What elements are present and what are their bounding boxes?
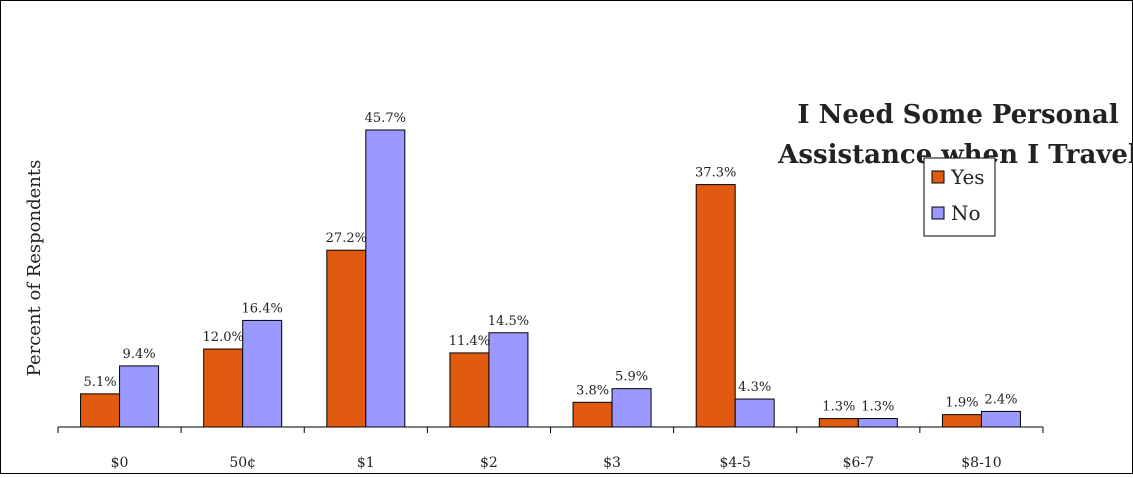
data-label-no-0: 9.4% <box>123 347 156 362</box>
data-label-no-4: 5.9% <box>615 370 648 385</box>
data-label-yes-5: 37.3% <box>695 166 736 181</box>
data-label-no-7: 2.4% <box>984 392 1017 407</box>
data-label-yes-3: 11.4% <box>449 334 490 349</box>
data-label-no-1: 16.4% <box>242 301 283 316</box>
x-tick-label-4: $3 <box>603 455 621 471</box>
legend: Yes No <box>923 157 996 237</box>
data-label-yes-1: 12.0% <box>203 330 244 345</box>
data-label-no-5: 4.3% <box>738 380 771 395</box>
bar-no-6 <box>857 418 898 428</box>
x-tick-label-2: $1 <box>357 455 375 471</box>
chart-title-line1: I Need Some Personal <box>797 100 1118 130</box>
legend-label-yes: Yes <box>950 165 985 189</box>
bar-no-7 <box>980 410 1021 428</box>
x-tick-label-7: $8-10 <box>961 455 1001 471</box>
bar-no-5 <box>734 398 775 428</box>
y-axis-label: Percent of Respondents <box>24 160 45 377</box>
bar-yes-0 <box>80 393 121 428</box>
x-axis: $0 50¢ $1 $2 $3 $4-5 $6-7 $8-10 <box>57 426 1044 471</box>
data-label-no-3: 14.5% <box>488 314 529 329</box>
data-label-yes-6: 1.3% <box>822 400 855 415</box>
bar-yes-7 <box>941 414 982 428</box>
x-tick-label-6: $6-7 <box>843 455 874 471</box>
bar-yes-3 <box>449 352 490 428</box>
x-tick-label-1: 50¢ <box>229 455 256 471</box>
data-label-yes-7: 1.9% <box>945 396 978 411</box>
bar-yes-2 <box>326 249 367 428</box>
bar-no-3 <box>488 332 529 428</box>
legend-swatch-no <box>931 206 945 220</box>
data-label-yes-2: 27.2% <box>326 231 367 246</box>
x-tick-label-5: $4-5 <box>719 455 750 471</box>
bar-no-2 <box>365 129 406 428</box>
data-label-no-6: 1.3% <box>861 400 894 415</box>
data-label-yes-0: 5.1% <box>84 375 117 390</box>
data-label-yes-4: 3.8% <box>576 383 609 398</box>
legend-swatch-yes <box>931 170 945 184</box>
bar-no-0 <box>119 365 160 428</box>
bar-yes-6 <box>818 418 859 428</box>
legend-label-no: No <box>951 201 981 225</box>
bar-yes-5 <box>695 184 736 428</box>
x-tick-label-0: $0 <box>111 455 129 471</box>
bar-no-1 <box>242 319 283 428</box>
x-tick-label-3: $2 <box>480 455 498 471</box>
bar-no-4 <box>611 388 652 428</box>
bar-yes-4 <box>572 401 613 428</box>
bars-layer: 5.1% 9.4% 12.0% 16.4% 27.2% 45.7% 11.4% 14.5% 3.… <box>80 111 1021 428</box>
data-label-no-2: 45.7% <box>365 111 406 126</box>
bar-yes-1 <box>203 348 244 428</box>
